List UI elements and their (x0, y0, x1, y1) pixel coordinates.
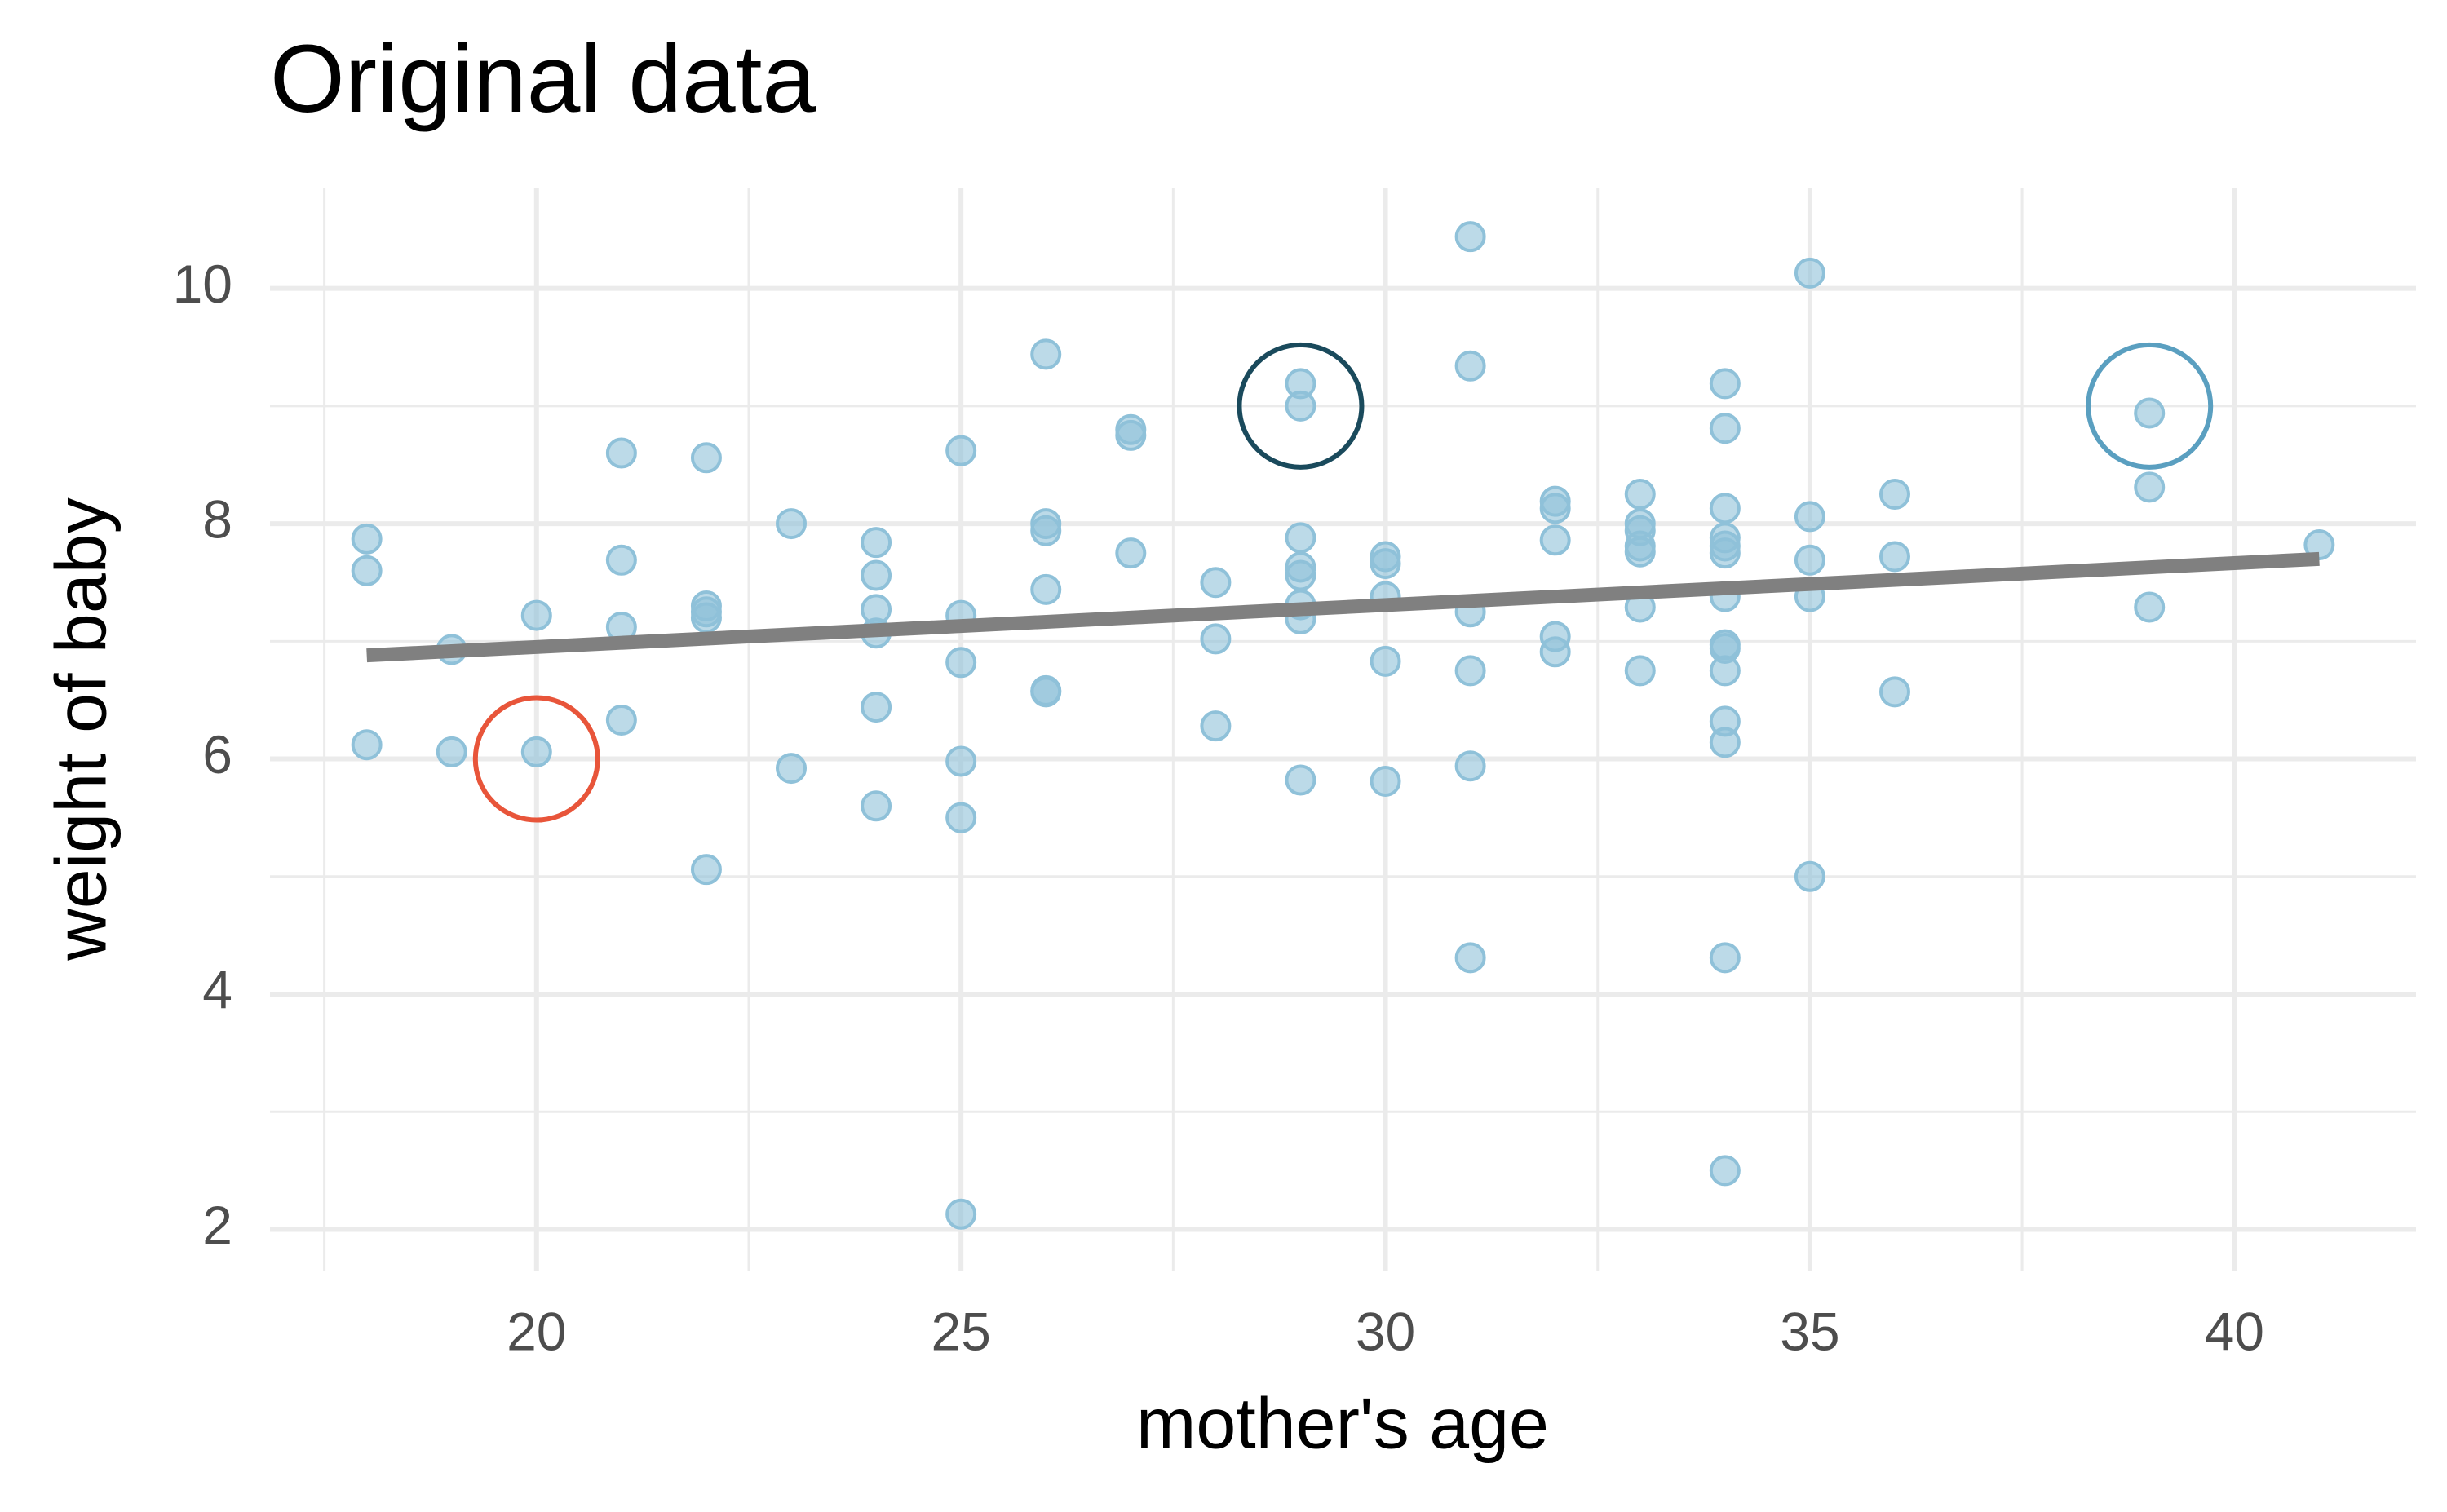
point (1539, 524, 1571, 556)
point (1115, 537, 1147, 569)
point (351, 523, 383, 555)
point (1285, 559, 1316, 591)
point (1370, 548, 1401, 580)
point (945, 745, 977, 777)
point (1624, 479, 1656, 511)
point (1115, 419, 1147, 451)
point (2134, 591, 2166, 623)
point (1030, 338, 1062, 370)
point (520, 599, 552, 631)
point (690, 442, 722, 474)
point (1454, 750, 1486, 782)
point (1709, 493, 1741, 524)
point (1878, 676, 1910, 708)
point (1370, 765, 1401, 797)
point (861, 527, 892, 559)
x-tick-label: 25 (931, 1301, 990, 1361)
point (1370, 645, 1401, 677)
point (1878, 479, 1910, 511)
point (1030, 515, 1062, 546)
x-tick-label: 40 (2205, 1301, 2264, 1361)
point (690, 602, 722, 634)
highlight-circle (2086, 342, 2214, 470)
point (1709, 942, 1741, 974)
point (1794, 501, 1825, 533)
point (1794, 257, 1825, 289)
x-tick-label: 20 (507, 1301, 566, 1361)
point (1539, 493, 1571, 524)
y-tick-label: 10 (173, 254, 232, 314)
point (1285, 390, 1316, 422)
y-tick-label: 4 (202, 959, 232, 1019)
x-tick-label: 30 (1356, 1301, 1415, 1361)
point (690, 854, 722, 886)
point (1200, 710, 1232, 742)
point (1454, 942, 1486, 974)
point (945, 435, 977, 466)
point (1709, 413, 1741, 444)
chart-title: Original data (270, 25, 816, 133)
point (1709, 1155, 1741, 1187)
point (1200, 623, 1232, 655)
y-axis-title: weight of baby (40, 497, 121, 962)
point (1030, 573, 1062, 605)
point (861, 692, 892, 723)
x-axis-title: mother's age (1136, 1382, 1549, 1463)
point (1794, 544, 1825, 576)
fit-line (366, 551, 2320, 663)
point (1624, 536, 1656, 568)
point (945, 802, 977, 833)
y-tick-label: 6 (202, 724, 232, 785)
point (1454, 655, 1486, 687)
point (776, 508, 808, 540)
point (1454, 221, 1486, 253)
y-tick-label: 8 (202, 489, 232, 550)
highlight-circle (1237, 342, 1365, 470)
point (2134, 397, 2166, 429)
point (2303, 529, 2335, 561)
point (945, 647, 977, 679)
point (1030, 676, 1062, 708)
point (1624, 655, 1656, 687)
point (2134, 471, 2166, 503)
point (861, 559, 892, 591)
point (776, 753, 808, 785)
point (1454, 350, 1486, 382)
point (1794, 860, 1825, 892)
point (351, 729, 383, 761)
point (1539, 636, 1571, 668)
point (1200, 567, 1232, 599)
point (605, 437, 637, 469)
point (605, 544, 637, 576)
point (1285, 522, 1316, 554)
highlight-circle (472, 695, 600, 823)
point (1709, 368, 1741, 400)
point (520, 736, 552, 767)
point (1285, 764, 1316, 796)
point (605, 704, 637, 736)
x-tick-label: 35 (1780, 1301, 1839, 1361)
point (1709, 655, 1741, 687)
point (351, 555, 383, 586)
y-tick-label: 2 (202, 1195, 232, 1255)
point (1709, 727, 1741, 758)
point (1878, 541, 1910, 573)
point (436, 736, 467, 767)
point (861, 790, 892, 822)
point (945, 1198, 977, 1230)
point (1709, 537, 1741, 569)
